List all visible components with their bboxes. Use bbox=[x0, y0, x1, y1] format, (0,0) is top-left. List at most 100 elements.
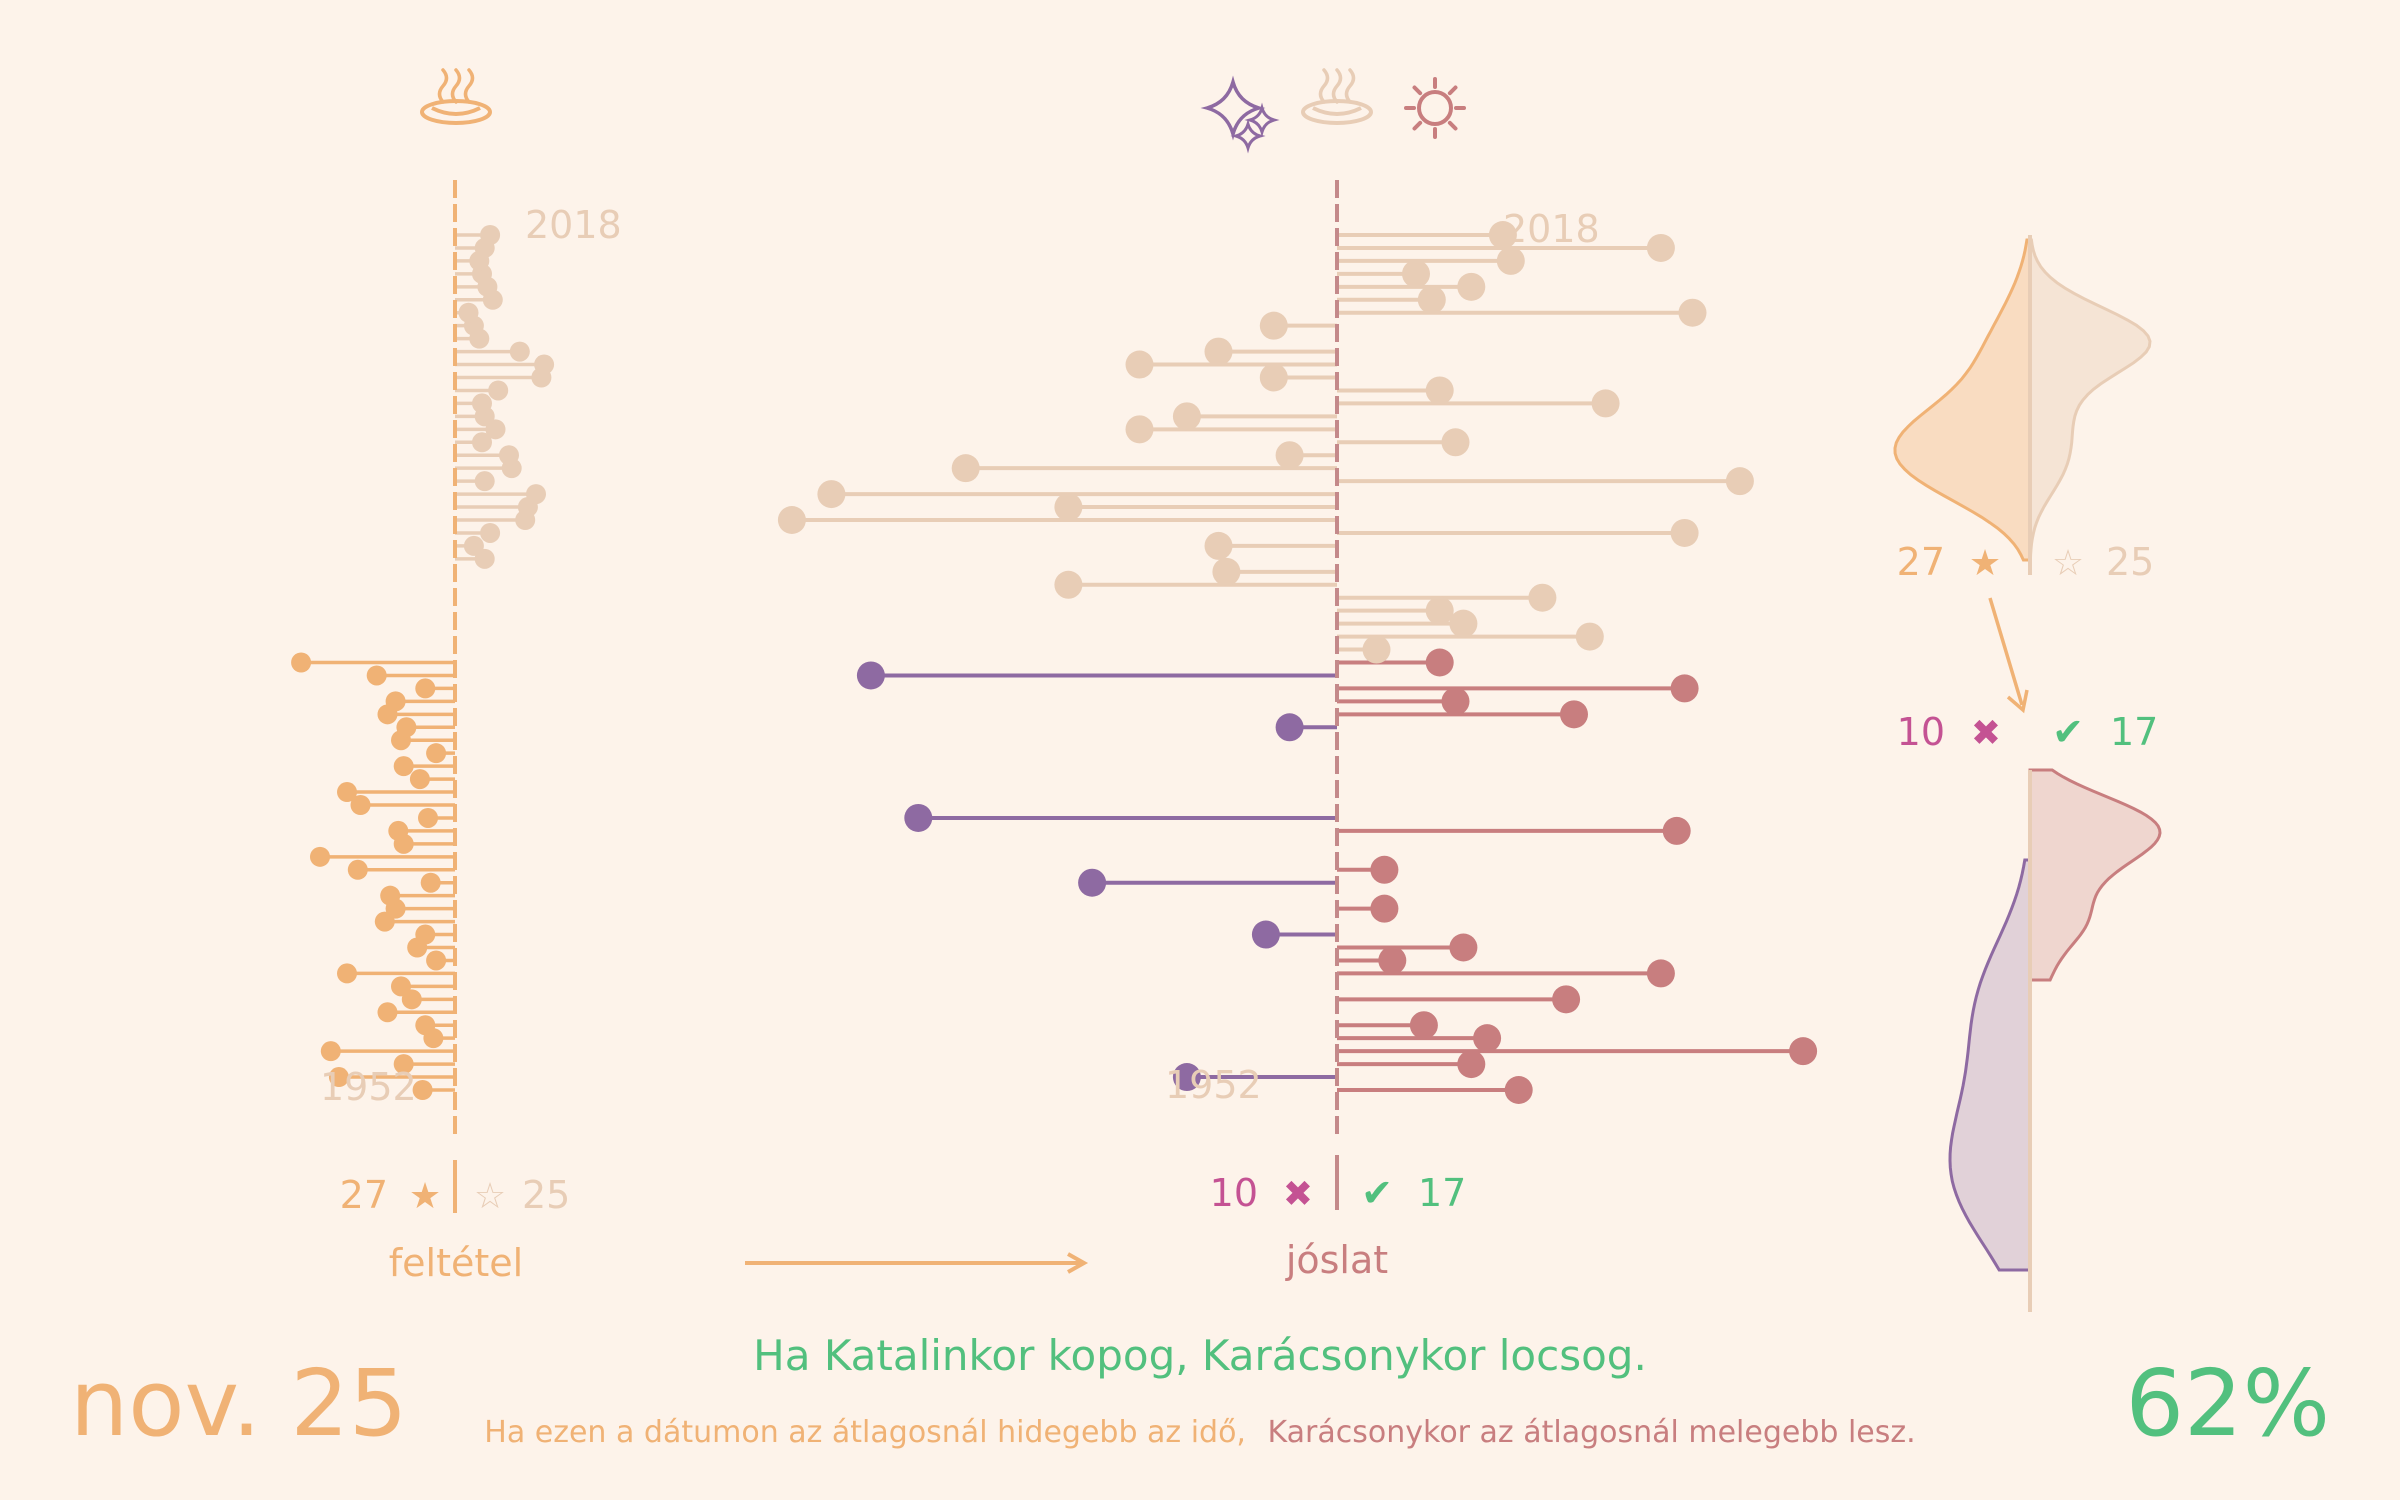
forecast-dot-2017 bbox=[1646, 233, 1675, 262]
condition-dot-1995 bbox=[480, 522, 501, 543]
hot-springs-icon bbox=[420, 68, 492, 125]
axes bbox=[453, 180, 1339, 1213]
condition-dot-1977 bbox=[393, 756, 414, 777]
forecast-dot-2005 bbox=[1591, 389, 1620, 418]
forecast-dot-1983 bbox=[1670, 674, 1699, 703]
explanation-condition: Ha ezen a dátumon az átlagosnál hidegebb… bbox=[484, 1415, 1246, 1450]
dist-check-icon: ✔ bbox=[2052, 710, 2084, 754]
forecast-dot-1990 bbox=[1528, 583, 1557, 612]
forecast-dot-1986 bbox=[1362, 635, 1391, 664]
dist-arrow bbox=[1988, 597, 2024, 706]
forecast-dot-2012 bbox=[1678, 298, 1707, 327]
forecast-dot-1964 bbox=[1251, 920, 1280, 949]
condition-warm-density bbox=[2028, 238, 2152, 562]
condition-dot-2018 bbox=[480, 225, 501, 245]
year-top-label-condition: 2018 bbox=[525, 203, 622, 247]
dist-arrow-head bbox=[2006, 689, 2029, 714]
forecast-dot-2009 bbox=[1204, 337, 1233, 366]
dist-warm-count: 25 bbox=[2106, 540, 2154, 584]
forecast-dot-1994 bbox=[1204, 531, 1233, 560]
condition-dot-2012 bbox=[458, 302, 479, 323]
dist-cross-icon: ✖ bbox=[1971, 713, 2001, 754]
condition-dot-1972 bbox=[388, 820, 409, 841]
condition-dot-1983 bbox=[415, 678, 436, 699]
condition-dot-1953 bbox=[328, 1067, 349, 1088]
dist-wrong-count: 10 bbox=[1897, 710, 1945, 754]
condition-dot-1978 bbox=[426, 743, 447, 764]
forecast-dot-2018 bbox=[1488, 221, 1517, 249]
forecast-axis-label: jóslat bbox=[1285, 1238, 1388, 1282]
forecast-dot-1963 bbox=[1449, 933, 1478, 962]
condition-dot-1984 bbox=[366, 665, 387, 686]
forecast-dot-1969 bbox=[1370, 855, 1399, 884]
dist-cold-count: 27 bbox=[1897, 540, 1945, 584]
sun-icon bbox=[1404, 77, 1466, 139]
condition-dot-2008 bbox=[534, 354, 555, 375]
forecast-dot-1999 bbox=[1725, 467, 1754, 496]
condition-dot-1962 bbox=[426, 950, 447, 971]
forecast-dot-2003 bbox=[1125, 415, 1154, 444]
forecast-dot-1997 bbox=[1054, 493, 1083, 522]
condition-dot-1975 bbox=[337, 782, 357, 803]
forecast-right-count: 17 bbox=[1418, 1171, 1466, 1215]
forecast-dot-2014 bbox=[1457, 272, 1486, 301]
forecast-dot-1981 bbox=[1560, 700, 1588, 729]
forecast-dot-1962 bbox=[1378, 946, 1407, 975]
hot-springs-icon-forecast bbox=[1301, 68, 1373, 125]
dist-empty-star-icon: ☆ bbox=[2052, 543, 2084, 584]
forecast-dot-2006 bbox=[1425, 376, 1454, 405]
condition-dot-1957 bbox=[415, 1015, 436, 1036]
condition-dot-1958 bbox=[377, 1002, 398, 1023]
condition-dot-2002 bbox=[472, 432, 492, 453]
condition-dot-2009 bbox=[509, 341, 530, 362]
condition-dot-1974 bbox=[350, 795, 371, 815]
forecast-cold-density bbox=[1948, 858, 2032, 1272]
forecast-dot-1992 bbox=[1212, 557, 1241, 586]
empty-star-icon: ☆ bbox=[474, 1176, 506, 1217]
forecast-dot-2015 bbox=[1402, 259, 1430, 288]
forecast-dot-1957 bbox=[1409, 1011, 1438, 1040]
header-icons bbox=[420, 68, 1466, 154]
forecast-stems bbox=[791, 233, 1804, 1092]
condition-dot-1961 bbox=[337, 963, 357, 984]
dist-filled-star-icon: ★ bbox=[1969, 543, 2001, 584]
forecast-dot-1953 bbox=[1172, 1063, 1201, 1092]
forecast-dot-1968 bbox=[1078, 868, 1107, 897]
condition-dot-1954 bbox=[393, 1054, 414, 1075]
date-label: nov. 25 bbox=[70, 1350, 407, 1457]
forecast-dot-2011 bbox=[1259, 311, 1288, 340]
condition-dot-1976 bbox=[409, 769, 430, 790]
forecast-dot-1954 bbox=[1457, 1050, 1486, 1079]
condition-dot-1998 bbox=[526, 484, 546, 505]
year-bottom-label-forecast: 1952 bbox=[1165, 1063, 1262, 1107]
forecast-dot-1987 bbox=[1575, 622, 1604, 651]
condition-dot-1955 bbox=[320, 1041, 341, 1062]
distribution-panel bbox=[1893, 235, 2162, 1312]
forecast-dot-2002 bbox=[1441, 428, 1470, 457]
condition-dot-2001 bbox=[499, 445, 519, 466]
forecast-dot-1973 bbox=[904, 803, 933, 832]
forecast-dot-1988 bbox=[1449, 609, 1478, 638]
forecast-dot-2000 bbox=[951, 454, 980, 483]
forecast-dot-1996 bbox=[777, 506, 806, 534]
condition-dot-1960 bbox=[391, 976, 411, 997]
saying: Ha Katalinkor kopog, Karácsonykor locsog… bbox=[753, 1331, 1647, 1380]
forecast-dot-1998 bbox=[817, 480, 846, 509]
forecast-dot-2013 bbox=[1417, 285, 1446, 314]
forecast-dot-2008 bbox=[1125, 350, 1154, 379]
condition-dot-1967 bbox=[380, 885, 401, 906]
forecast-dot-1959 bbox=[1552, 985, 1581, 1014]
condition-dot-1973 bbox=[418, 807, 438, 828]
condition-dot-1952 bbox=[412, 1080, 433, 1100]
condition-dot-1964 bbox=[415, 924, 436, 945]
forecast-dot-2016 bbox=[1496, 246, 1525, 275]
year-top-label-forecast: 2018 bbox=[1503, 207, 1600, 251]
forecast-dot-1966 bbox=[1370, 894, 1399, 923]
condition-dot-1969 bbox=[347, 859, 368, 880]
forecast-dots bbox=[777, 221, 1818, 1104]
forecast-dot-1956 bbox=[1473, 1024, 1502, 1053]
forecast-dot-1995 bbox=[1670, 518, 1699, 547]
dist-right-count: 17 bbox=[2110, 710, 2158, 754]
condition-dot-1968 bbox=[420, 872, 441, 893]
